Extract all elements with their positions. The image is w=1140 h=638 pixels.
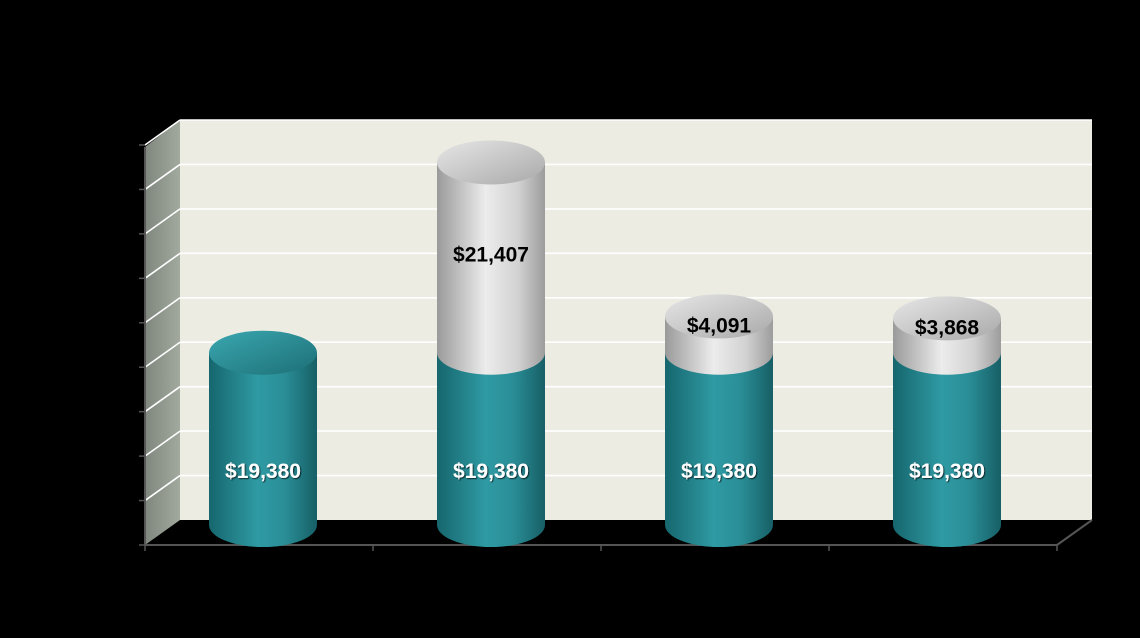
bar-top-s2-c4: [893, 296, 1001, 341]
bar-body-s1-c4: [893, 352, 1001, 547]
data-label-s1-c4: $19,380: [909, 460, 985, 483]
bar-body-s2-c2: [437, 162, 545, 375]
data-labels: $19,380 $19,380 $21,407 $19,380 $4,091 $19,38…: [225, 244, 985, 483]
bar-body-s1-c1: [209, 352, 317, 547]
plot-walls: [145, 120, 1092, 545]
bar-top-s2-c2: [437, 140, 545, 185]
gridline-side: [144, 252, 181, 279]
gridline-side: [144, 474, 181, 502]
bars: [209, 140, 1001, 547]
data-label-s2-c2: $21,407: [453, 244, 529, 267]
gridline-side: [144, 297, 181, 324]
bar-body-s1-c3: [665, 352, 773, 547]
x-axis-line-depth: [1056, 519, 1093, 546]
data-label-s1-c2: $19,380: [453, 460, 529, 483]
gridline-side: [144, 163, 181, 191]
gridline-side: [144, 430, 181, 457]
data-label-s2-c3: $4,091: [687, 314, 752, 337]
data-label-s2-c4: $3,868: [915, 316, 980, 339]
gridline-side: [144, 386, 181, 413]
bar-body-s1-c2: [437, 352, 545, 547]
gridline-side: [144, 208, 181, 235]
gridline-side: [144, 119, 181, 146]
data-label-s1-c1: $19,380: [225, 460, 301, 483]
bar-top-s1-c1: [209, 330, 317, 375]
gridline-side: [144, 341, 181, 368]
side-wall: [145, 120, 180, 545]
data-label-s1-c3: $19,380: [681, 460, 757, 483]
back-wall: [180, 120, 1092, 520]
axes: [139, 144, 1093, 551]
bar-top-s2-c3: [665, 294, 773, 339]
